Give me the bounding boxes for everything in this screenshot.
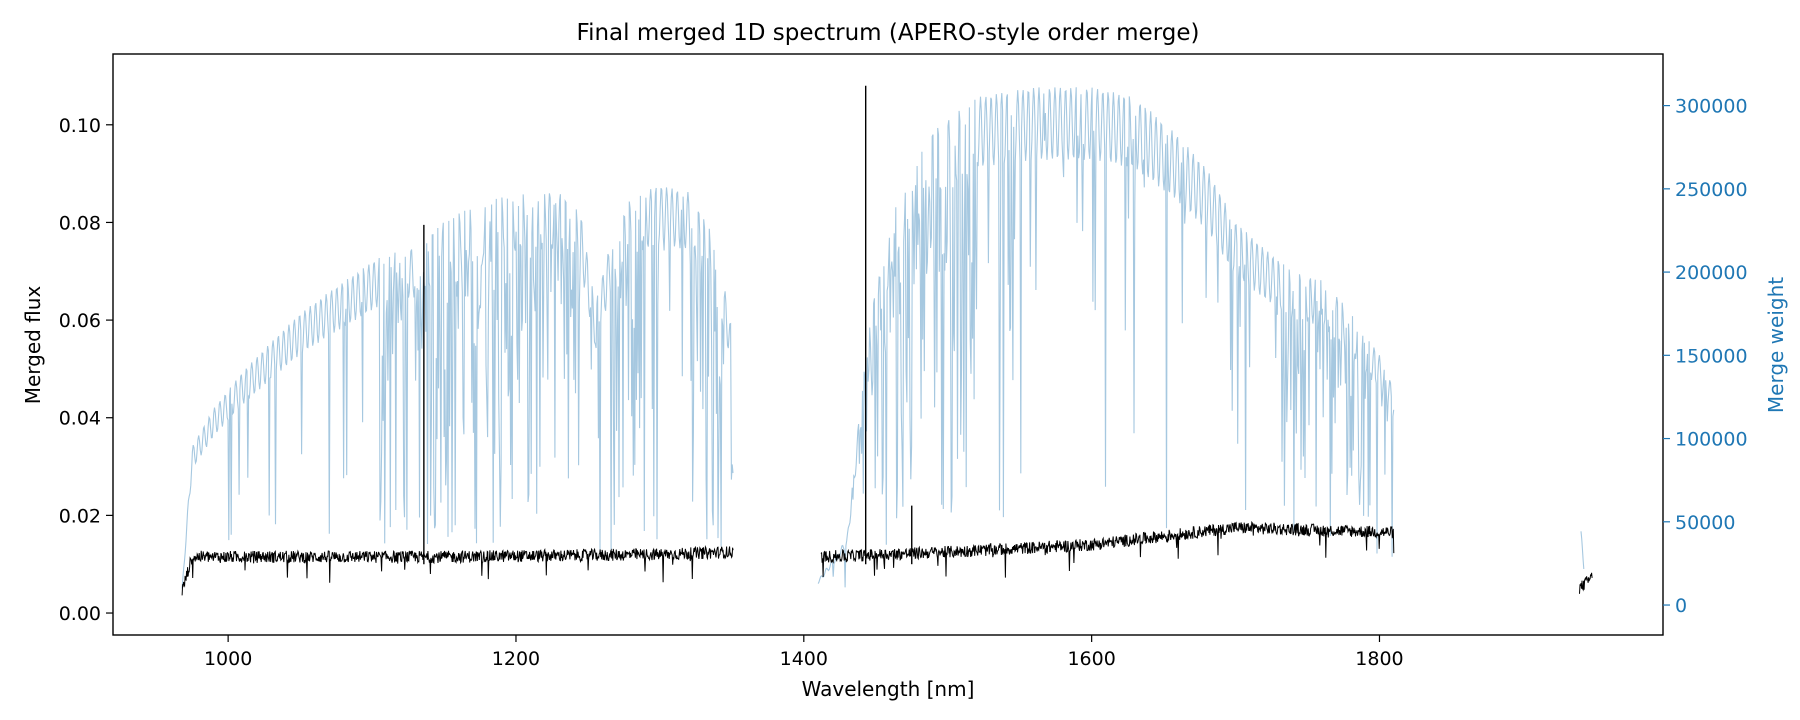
right-tick-label: 0 <box>1675 595 1687 617</box>
chart-title: Final merged 1D spectrum (APERO-style or… <box>577 20 1200 46</box>
weight-line-band-2 <box>817 87 1395 588</box>
flux-line-segment-1 <box>181 545 734 596</box>
x-axis-ticks: 1000 1200 1400 1600 1800 <box>204 635 1404 670</box>
x-axis-label: Wavelength [nm] <box>802 677 975 701</box>
left-tick-label: 0.02 <box>59 505 101 527</box>
right-tick-label: 250000 <box>1675 179 1748 201</box>
left-tick-label: 0.08 <box>59 212 101 234</box>
x-tick-label: 1800 <box>1355 648 1403 670</box>
plot-frame <box>112 53 1664 636</box>
flux-line-segment-3 <box>1579 572 1593 594</box>
right-tick-label: 200000 <box>1675 262 1748 284</box>
flux-line-segment-2 <box>820 520 1395 578</box>
right-axis-label: Merge weight <box>1764 277 1788 413</box>
merged-flux-series <box>181 85 1593 596</box>
x-tick-label: 1600 <box>1067 648 1115 670</box>
right-tick-label: 300000 <box>1675 96 1748 118</box>
weight-line-band-1 <box>181 187 734 589</box>
left-tick-label: 0.10 <box>59 115 101 137</box>
weight-line-band-3 <box>1580 531 1585 570</box>
x-tick-label: 1200 <box>492 648 540 670</box>
left-tick-label: 0.04 <box>59 408 101 430</box>
left-tick-label: 0.06 <box>59 310 101 332</box>
right-axis-ticks: 0 50000 100000 150000 200000 250000 300000 <box>1663 96 1748 617</box>
left-axis-label: Merged flux <box>21 286 45 405</box>
merge-weight-series <box>181 87 1585 589</box>
left-tick-label: 0.00 <box>59 603 101 625</box>
x-tick-label: 1000 <box>204 648 252 670</box>
x-tick-label: 1400 <box>780 648 828 670</box>
right-tick-label: 150000 <box>1675 345 1748 367</box>
right-tick-label: 100000 <box>1675 429 1748 451</box>
left-axis-ticks: 0.00 0.02 0.04 0.06 0.08 0.10 <box>59 115 113 625</box>
right-tick-label: 50000 <box>1675 512 1735 534</box>
